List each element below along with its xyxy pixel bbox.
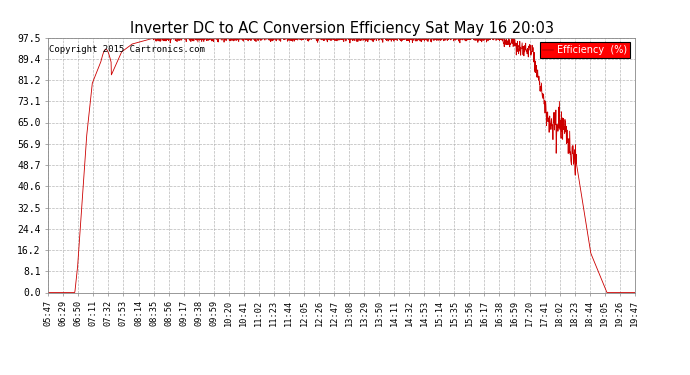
Legend: Efficiency  (%): Efficiency (%) (540, 42, 630, 58)
Text: Copyright 2015 Cartronics.com: Copyright 2015 Cartronics.com (49, 45, 205, 54)
Title: Inverter DC to AC Conversion Efficiency Sat May 16 20:03: Inverter DC to AC Conversion Efficiency … (130, 21, 553, 36)
